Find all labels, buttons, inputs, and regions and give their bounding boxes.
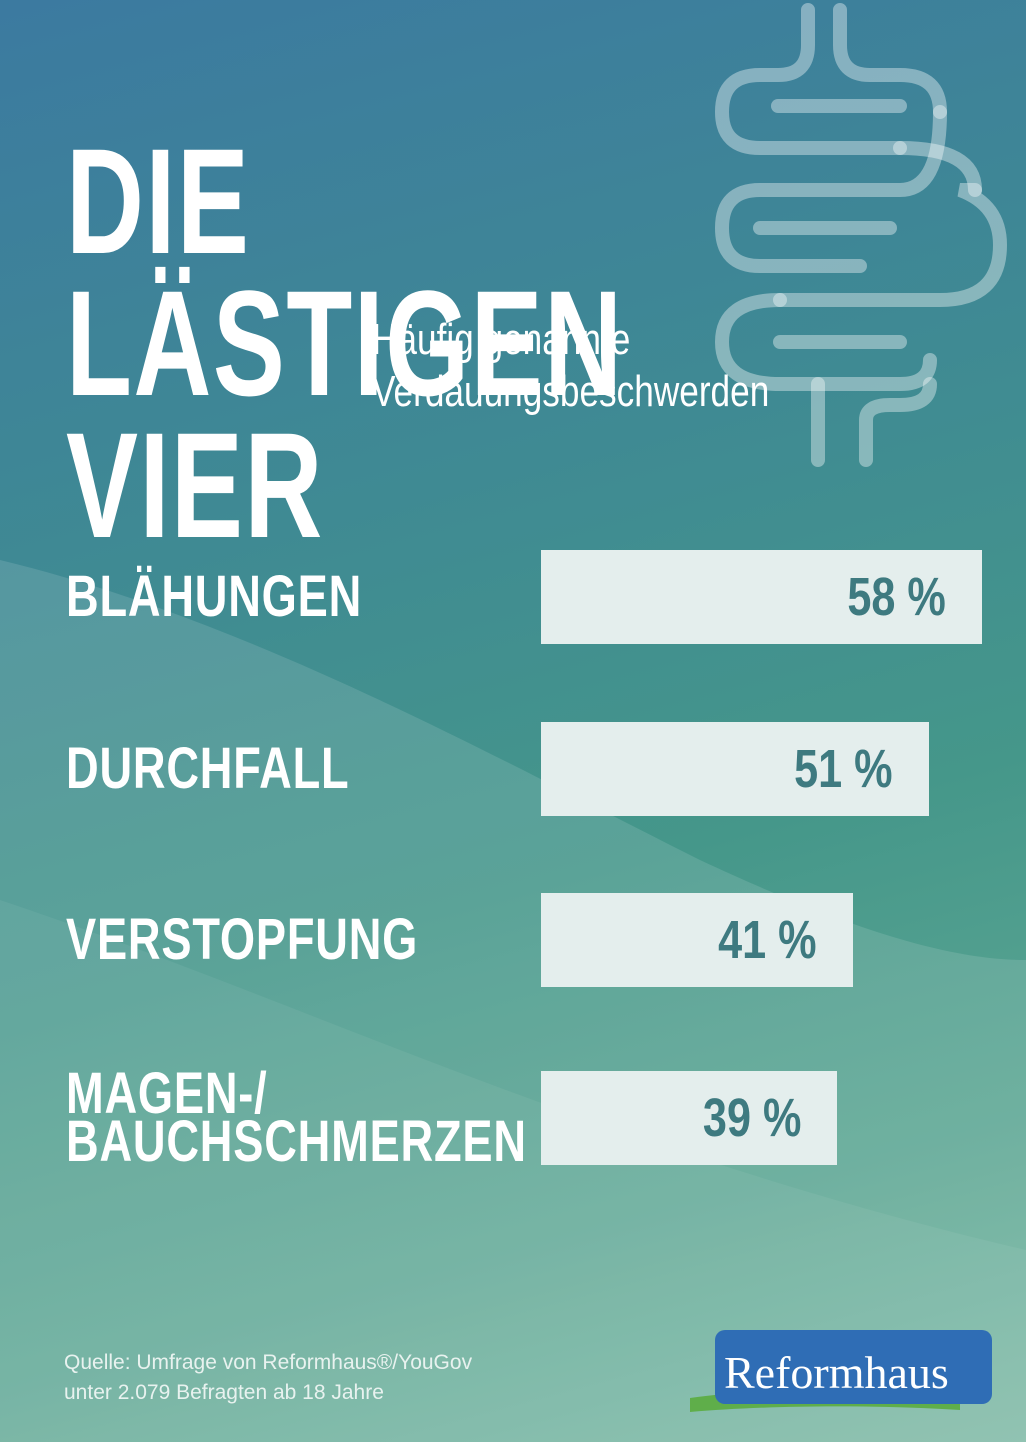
category-label: BLÄHUNGEN — [66, 564, 363, 629]
category-label: DURCHFALL — [66, 736, 350, 801]
logo-text: Reformhaus — [724, 1347, 949, 1398]
logo-badge — [715, 1330, 992, 1404]
value-label: 58 % — [847, 567, 946, 627]
chart-subtitle: Häufig genannte Verdauungsbeschwerden — [372, 315, 770, 416]
category-label: MAGEN-/ BAUCHSCHMERZEN — [66, 1061, 527, 1174]
value-label: 41 % — [718, 910, 817, 970]
source-note: Quelle: Umfrage von Reformhaus®/YouGov u… — [64, 1351, 473, 1404]
value-label: 39 % — [702, 1088, 802, 1148]
bar — [541, 550, 982, 644]
chart-title: DIE LÄSTIGEN VIER — [66, 117, 624, 569]
bar — [541, 722, 929, 816]
category-label: VERSTOPFUNG — [66, 907, 419, 972]
bar — [541, 1071, 838, 1165]
bar — [541, 893, 853, 987]
value-label: 51 % — [794, 739, 893, 799]
